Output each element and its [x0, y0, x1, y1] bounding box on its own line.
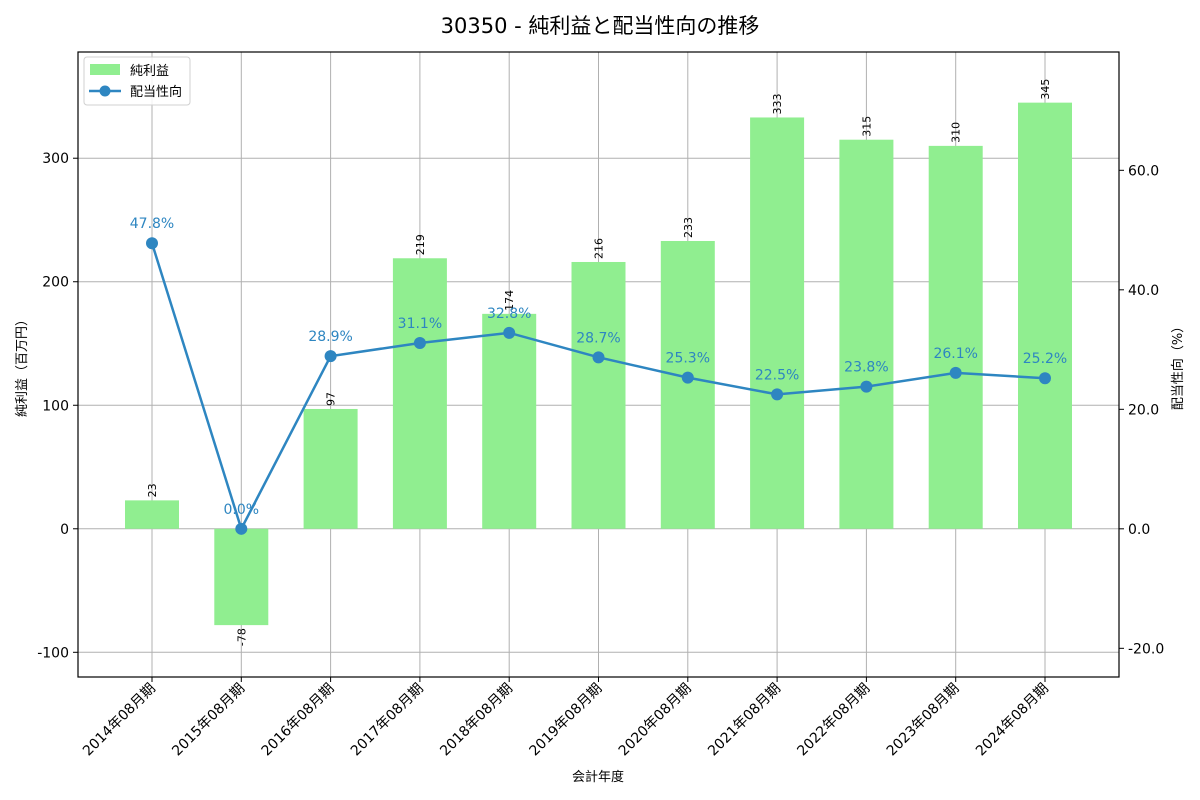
left-y-axis: -100 0 100 200 300 [37, 151, 78, 661]
bar [214, 528, 269, 626]
legend-bar-swatch [90, 64, 120, 75]
svg-text:2019年08月期: 2019年08月期 [527, 681, 606, 760]
bar-value-label: 23 [146, 483, 159, 497]
svg-text:60.0: 60.0 [1128, 163, 1159, 179]
line-marker [503, 326, 516, 339]
x-axis: 2014年08月期 2015年08月期 2016年08月期 2017年08月期 2018… [80, 677, 1052, 759]
line-series-payout-ratio [146, 237, 1051, 535]
bar-value-label: 345 [1039, 79, 1052, 100]
bar [125, 500, 179, 529]
line-marker [949, 366, 962, 379]
line-value-label: 31.1% [398, 316, 442, 332]
bar [839, 139, 894, 529]
svg-text:200: 200 [42, 275, 69, 291]
svg-text:2022年08月期: 2022年08月期 [794, 681, 873, 760]
bar-value-label: 233 [682, 217, 695, 238]
bar [571, 261, 626, 529]
svg-text:2023年08月期: 2023年08月期 [884, 681, 963, 760]
bar [928, 145, 983, 529]
svg-text:2016年08月期: 2016年08月期 [259, 681, 338, 760]
bar [482, 313, 537, 529]
line-value-label: 28.7% [576, 330, 620, 346]
x-axis-label: 会計年度 [572, 769, 624, 785]
right-y-axis-label: 配当性向（%） [1170, 320, 1186, 410]
line-value-labels: 47.8% 0.0% 28.9% 31.1% 32.8% 28.7% 25.3% 22.5% 2… [130, 216, 1067, 518]
left-y-axis-label: 純利益（百万円） [15, 313, 30, 417]
svg-text:300: 300 [42, 151, 69, 167]
bar-value-label: 315 [860, 116, 873, 137]
bar [750, 117, 805, 529]
svg-text:-100: -100 [37, 645, 69, 661]
bar-value-label: 310 [950, 122, 963, 143]
svg-text:100: 100 [42, 398, 69, 414]
line-marker [146, 237, 158, 250]
line-value-label: 25.3% [666, 351, 710, 367]
bar-value-label: 174 [503, 290, 516, 311]
line-value-label: 26.1% [933, 346, 977, 362]
bar-value-label: 219 [414, 234, 427, 255]
line-marker [592, 351, 605, 364]
svg-text:2017年08月期: 2017年08月期 [348, 681, 427, 760]
bar-value-label: 216 [593, 238, 606, 259]
bar-value-label: 97 [325, 392, 338, 406]
line-value-label: 0.0% [224, 502, 260, 518]
line-value-label: 47.8% [130, 216, 174, 232]
line-value-label: 28.9% [308, 329, 352, 345]
line-marker [681, 371, 694, 384]
legend-marker-icon [99, 85, 111, 97]
line-marker [324, 350, 337, 363]
line-value-label: 23.8% [844, 360, 888, 376]
bar [303, 408, 358, 529]
line-value-label: 25.2% [1023, 351, 1067, 367]
bar [392, 258, 447, 529]
line-value-label: 32.8% [487, 306, 531, 322]
bar-value-label: -78 [235, 628, 248, 646]
bar-value-label: 333 [771, 93, 784, 114]
right-y-axis: -20.0 0.0 20.0 40.0 60.0 [1119, 163, 1164, 657]
legend-bar-label: 純利益 [130, 64, 169, 79]
line-marker [413, 336, 426, 349]
line-marker [860, 380, 873, 393]
svg-text:2020年08月期: 2020年08月期 [616, 681, 695, 760]
svg-text:0: 0 [60, 522, 69, 538]
bar-value-labels: 23 -78 97 219 174 216 233 333 315 310 345 [146, 79, 1052, 646]
bar [660, 240, 715, 529]
line-marker [771, 388, 784, 401]
legend-line-label: 配当性向 [130, 84, 182, 100]
chart-title: 30350 - 純利益と配当性向の推移 [440, 14, 760, 38]
line-value-label: 22.5% [755, 367, 799, 383]
bar-series-net-income [125, 102, 1072, 626]
line-marker [235, 522, 248, 535]
svg-text:2018年08月期: 2018年08月期 [437, 681, 516, 760]
bar [1018, 102, 1072, 529]
legend: 純利益 配当性向 [83, 56, 191, 106]
svg-text:40.0: 40.0 [1128, 283, 1159, 299]
svg-text:2015年08月期: 2015年08月期 [169, 681, 248, 760]
svg-text:20.0: 20.0 [1128, 402, 1159, 418]
svg-text:-20.0: -20.0 [1128, 641, 1164, 657]
svg-text:2024年08月期: 2024年08月期 [973, 681, 1052, 760]
svg-text:2014年08月期: 2014年08月期 [80, 681, 159, 760]
svg-text:0.0: 0.0 [1128, 522, 1150, 538]
line-marker [1039, 372, 1051, 385]
svg-text:2021年08月期: 2021年08月期 [705, 681, 784, 760]
